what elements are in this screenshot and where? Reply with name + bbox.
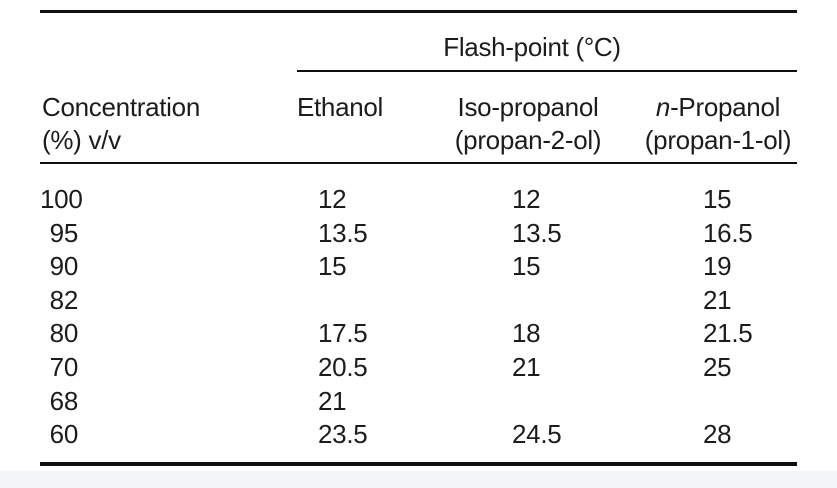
column-header-concentration-line1: Concentration <box>42 92 200 122</box>
cell-iso-propanol: 21 <box>512 351 541 382</box>
cell-concentration: 68 <box>49 385 79 416</box>
cell-ethanol: 12 <box>318 184 347 214</box>
cell-iso-propanol: 18 <box>512 318 541 349</box>
column-header-n-propanol: n-Propanol (propan-1-ol) <box>634 91 802 157</box>
column-header-concentration-line2: (%) v/v <box>42 125 121 155</box>
table-row: 60 23.5 24.5 28 <box>40 418 797 452</box>
cell-n-propanol: 19 <box>703 251 732 282</box>
table-row: 82 21 <box>40 284 797 318</box>
table-body: 100 12 12 15 95 13.5 13.5 16.5 90 15 15 … <box>40 183 797 452</box>
cell-n-propanol: 21.5 <box>703 318 753 349</box>
page-bottom-strip <box>0 471 837 488</box>
cell-n-propanol: 16.5 <box>703 217 753 248</box>
cell-concentration: 80 <box>49 318 79 349</box>
header-separator-rule <box>40 162 797 164</box>
table-row: 80 17.5 18 21.5 <box>40 317 797 351</box>
table-row: 70 20.5 21 25 <box>40 351 797 385</box>
table-row: 100 12 12 15 <box>40 183 797 217</box>
cell-iso-propanol: 24.5 <box>512 419 562 450</box>
cell-ethanol: 20.5 <box>318 351 368 382</box>
table-top-rule <box>40 10 797 13</box>
column-header-n-propanol-line1: n-Propanol <box>655 92 781 122</box>
cell-concentration: 82 <box>49 284 79 315</box>
spanner-underline-rule <box>297 70 797 72</box>
column-header-concentration: Concentration (%) v/v <box>42 91 200 157</box>
cell-iso-propanol: 13.5 <box>512 217 562 248</box>
column-header-ethanol-line1: Ethanol <box>296 92 384 122</box>
cell-ethanol: 23.5 <box>318 419 368 450</box>
cell-iso-propanol: 12 <box>512 184 541 214</box>
table-bottom-rule <box>40 462 797 466</box>
table-row: 68 21 <box>40 385 797 419</box>
column-header-ethanol: Ethanol <box>256 91 424 124</box>
column-header-n-propanol-line2: (propan-1-ol) <box>644 125 792 155</box>
cell-iso-propanol: 15 <box>512 251 541 282</box>
column-header-iso-propanol-line2: (propan-2-ol) <box>454 125 602 155</box>
cell-ethanol: 13.5 <box>318 217 368 248</box>
cell-ethanol: 15 <box>318 251 347 282</box>
spanner-header: Flash-point (°C) <box>443 32 621 62</box>
column-header-iso-propanol: Iso-propanol (propan-2-ol) <box>444 91 612 157</box>
column-header-iso-propanol-line1: Iso-propanol <box>457 92 599 122</box>
cell-ethanol: 17.5 <box>318 318 368 349</box>
cell-concentration: 70 <box>49 351 79 382</box>
cell-concentration: 100 <box>40 184 83 214</box>
cell-concentration: 90 <box>49 251 79 282</box>
cell-n-propanol: 28 <box>703 419 732 450</box>
n-propanol-rest: -Propanol <box>670 92 781 122</box>
table-row: 90 15 15 19 <box>40 250 797 284</box>
cell-n-propanol: 25 <box>703 351 732 382</box>
cell-ethanol: 21 <box>318 385 347 416</box>
cell-concentration: 60 <box>49 419 79 450</box>
table-row: 95 13.5 13.5 16.5 <box>40 217 797 251</box>
n-prefix-italic: n <box>655 92 671 122</box>
cell-concentration: 95 <box>49 217 79 248</box>
cell-n-propanol: 15 <box>703 184 732 214</box>
cell-n-propanol: 21 <box>703 284 732 315</box>
